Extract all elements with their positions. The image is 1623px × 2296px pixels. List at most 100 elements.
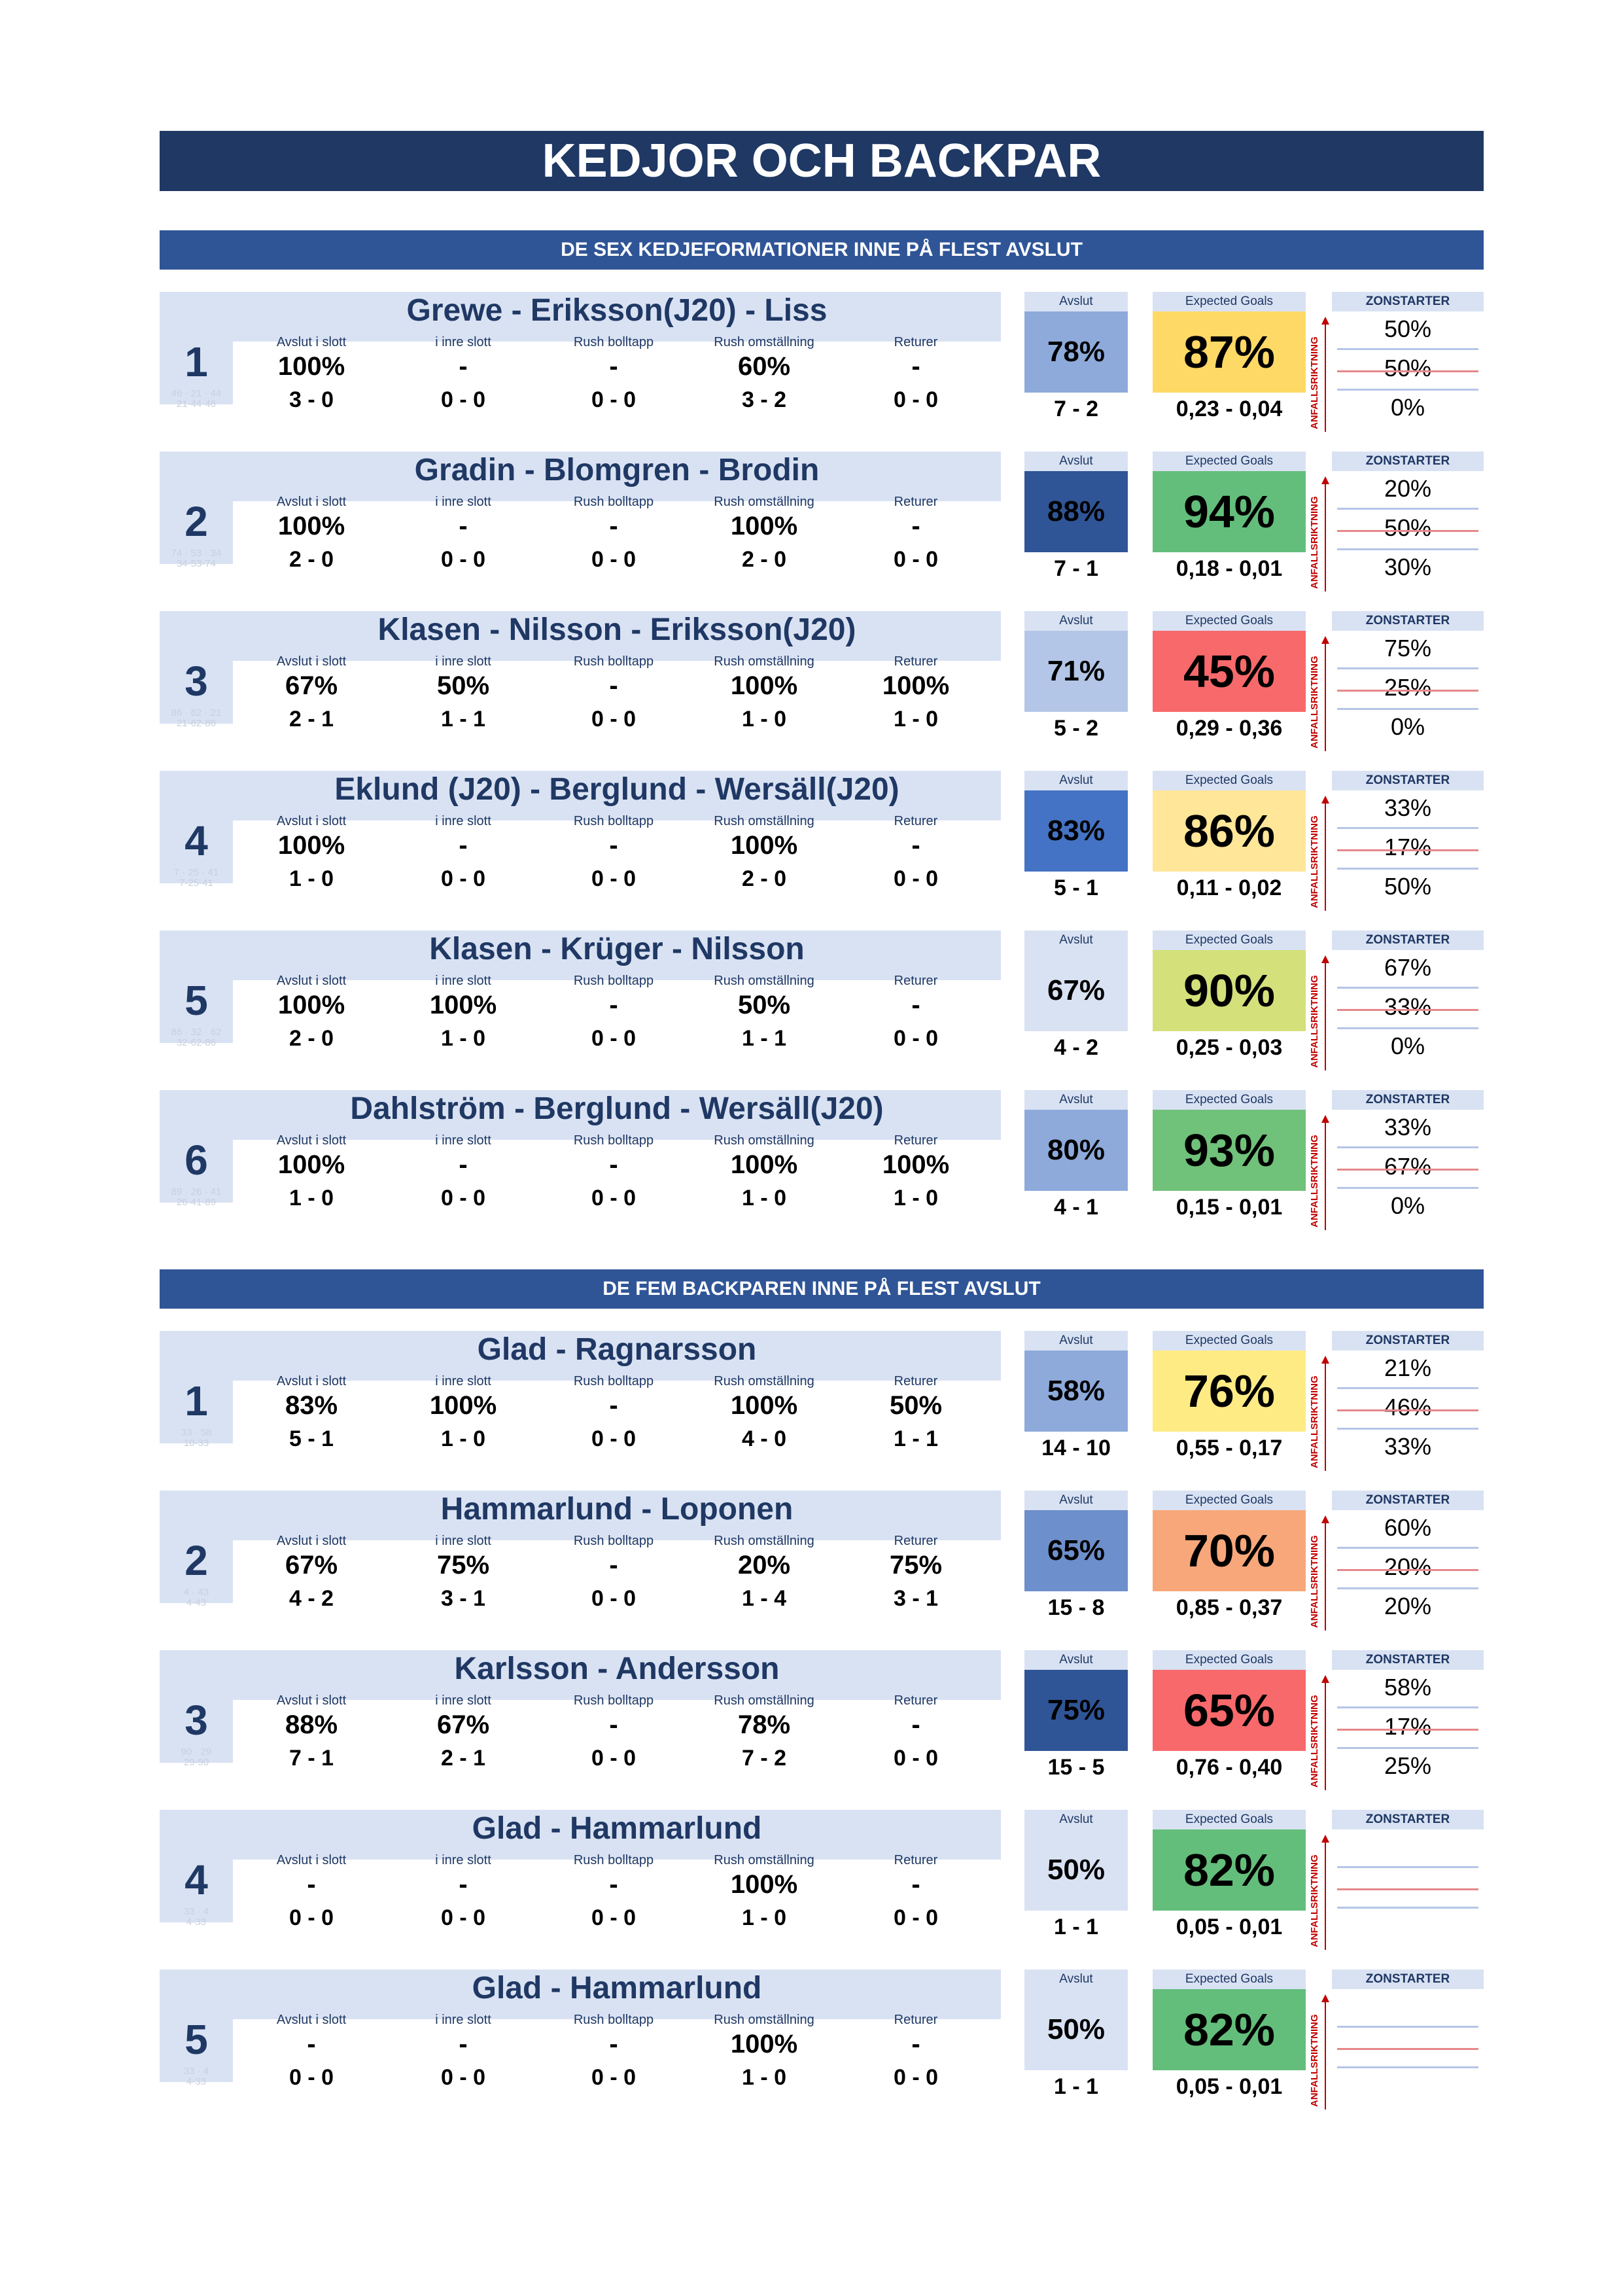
rank-number: 1 bbox=[184, 1377, 208, 1424]
stat-label: Returer bbox=[894, 335, 938, 349]
stat-score: 1 - 0 bbox=[893, 707, 939, 732]
stat-label: Avslut i slott bbox=[276, 1853, 347, 1867]
rank-panel bbox=[160, 451, 233, 564]
jersey-numbers: 86 · 62 · 21 21-62-86 bbox=[171, 707, 222, 729]
zonstarter-label: ZONSTARTER bbox=[1332, 451, 1484, 471]
stat-label: Rush bolltapp bbox=[573, 814, 654, 828]
xg-share-box: 93% bbox=[1153, 1110, 1306, 1191]
stat-percent: 50% bbox=[889, 1391, 943, 1420]
stat-percent: 100% bbox=[882, 1150, 950, 1179]
zone-divider bbox=[1337, 1866, 1478, 1868]
svg-text:ANFALLSRIKTNING: ANFALLSRIKTNING bbox=[1309, 496, 1320, 589]
stat-score: 0 - 0 bbox=[440, 387, 486, 412]
stat-percent: 50% bbox=[436, 671, 490, 700]
xg-label: Expected Goals bbox=[1153, 930, 1306, 950]
stat-score: 4 - 2 bbox=[288, 1586, 334, 1611]
formation-name: Hammarlund - Loponen bbox=[440, 1492, 794, 1527]
stat-score: 3 - 2 bbox=[741, 387, 787, 412]
stat-label: Rush omställning bbox=[714, 814, 814, 828]
zone-divider bbox=[1337, 1187, 1478, 1189]
zone-start-value: 50% bbox=[1384, 315, 1432, 342]
zone-start-value: 33% bbox=[1384, 993, 1432, 1020]
avslut-share-box: 75% bbox=[1024, 1670, 1128, 1751]
xg-score: 0,15 - 0,01 bbox=[1176, 1195, 1283, 1220]
stat-label: Rush omställning bbox=[714, 335, 814, 349]
stat-label: Rush omställning bbox=[714, 974, 814, 988]
stat-percent: - bbox=[609, 1391, 618, 1420]
name-band bbox=[160, 930, 1001, 980]
attack-direction-arrow: ANFALLSRIKTNING bbox=[1306, 1835, 1332, 1951]
stat-label: i inre slott bbox=[435, 335, 491, 349]
xg-label: Expected Goals bbox=[1153, 1331, 1306, 1351]
stat-score: 0 - 0 bbox=[893, 2065, 939, 2090]
zone-divider bbox=[1337, 849, 1478, 851]
stat-label: Returer bbox=[894, 1534, 938, 1548]
avslut-label: Avslut bbox=[1024, 451, 1128, 471]
stat-score: 0 - 0 bbox=[591, 866, 637, 891]
xg-share-box: 87% bbox=[1153, 311, 1306, 393]
attack-direction-arrow: ANFALLSRIKTNING bbox=[1306, 1675, 1332, 1792]
name-band bbox=[160, 611, 1001, 661]
stat-score: 0 - 0 bbox=[893, 866, 939, 891]
avslut-label: Avslut bbox=[1024, 930, 1128, 950]
zone-divider bbox=[1337, 508, 1478, 510]
svg-text:ANFALLSRIKTNING: ANFALLSRIKTNING bbox=[1309, 336, 1320, 429]
stat-score: 1 - 0 bbox=[893, 1186, 939, 1210]
attack-direction-arrow: ANFALLSRIKTNING bbox=[1306, 955, 1332, 1072]
stat-percent: 100% bbox=[730, 1150, 798, 1179]
stat-label: Returer bbox=[894, 974, 938, 988]
rank-number: 1 bbox=[184, 338, 208, 385]
stat-label: Avslut i slott bbox=[276, 1133, 347, 1148]
avslut-score: 15 - 8 bbox=[1047, 1595, 1105, 1620]
avslut-share-box: 67% bbox=[1024, 950, 1128, 1031]
stat-label: Rush bolltapp bbox=[573, 1853, 654, 1867]
name-band bbox=[160, 1090, 1001, 1140]
jersey-numbers: 7 · 25 · 41 7-25-41 bbox=[173, 867, 219, 889]
xg-score: 0,11 - 0,02 bbox=[1176, 875, 1282, 900]
stat-label: Rush bolltapp bbox=[573, 1534, 654, 1548]
attack-direction-arrow: ANFALLSRIKTNING bbox=[1306, 636, 1332, 752]
stat-score: 0 - 0 bbox=[591, 387, 637, 412]
formation-card: 3 90 · 29 29-90 Karlsson - Andersson Avslut … bbox=[160, 1650, 1484, 1790]
avslut-score: 4 - 2 bbox=[1053, 1035, 1099, 1060]
xg-share-box: 70% bbox=[1153, 1510, 1306, 1591]
stat-score: 2 - 0 bbox=[741, 866, 787, 891]
stat-score: 1 - 0 bbox=[440, 1026, 486, 1051]
rank-panel bbox=[160, 611, 233, 724]
xg-score: 0,05 - 0,01 bbox=[1176, 2074, 1283, 2099]
avslut-score: 7 - 1 bbox=[1053, 556, 1099, 581]
formation-card: 5 86 · 32 · 62 32-62-86 Klasen - Krüger - N… bbox=[160, 930, 1484, 1070]
stat-percent: - bbox=[609, 991, 618, 1019]
svg-text:ANFALLSRIKTNING: ANFALLSRIKTNING bbox=[1309, 1375, 1320, 1468]
stat-percent: 100% bbox=[429, 1391, 497, 1420]
avslut-label: Avslut bbox=[1024, 1090, 1128, 1110]
xg-score: 0,05 - 0,01 bbox=[1176, 1915, 1283, 1939]
stat-label: Avslut i slott bbox=[276, 654, 347, 669]
svg-text:ANFALLSRIKTNING: ANFALLSRIKTNING bbox=[1309, 2014, 1320, 2107]
stat-label: Avslut i slott bbox=[276, 1693, 347, 1708]
stat-label: Rush bolltapp bbox=[573, 335, 654, 349]
zone-start-value: 17% bbox=[1384, 834, 1432, 860]
avslut-share-box: 58% bbox=[1024, 1351, 1128, 1432]
section-header: DE FEM BACKPAREN INNE PÅ FLEST AVSLUT bbox=[160, 1269, 1484, 1309]
xg-score: 0,25 - 0,03 bbox=[1176, 1035, 1283, 1060]
xg-label: Expected Goals bbox=[1153, 292, 1306, 311]
stat-score: 7 - 1 bbox=[288, 1746, 334, 1771]
formation-name: Glad - Hammarlund bbox=[472, 1971, 762, 2005]
stat-score: 0 - 0 bbox=[591, 1746, 637, 1771]
xg-score: 0,18 - 0,01 bbox=[1176, 556, 1283, 581]
stat-percent: - bbox=[307, 1870, 316, 1899]
zone-start-value: 75% bbox=[1384, 635, 1432, 662]
zone-start-value: 25% bbox=[1384, 1752, 1432, 1779]
stat-percent: - bbox=[911, 991, 920, 1019]
formation-card: 2 74 · 53 · 34 34-53-74 Gradin - Blomgren -… bbox=[160, 451, 1484, 592]
stat-percent: 20% bbox=[737, 1551, 791, 1580]
stat-score: 1 - 1 bbox=[440, 707, 486, 732]
name-band bbox=[160, 1331, 1001, 1381]
rank-number: 5 bbox=[184, 2016, 208, 2063]
formation-name: Glad - Hammarlund bbox=[472, 1811, 762, 1846]
avslut-score: 5 - 1 bbox=[1053, 875, 1099, 900]
xg-score: 0,76 - 0,40 bbox=[1176, 1755, 1283, 1780]
avslut-share-box: 88% bbox=[1024, 471, 1128, 552]
zone-start-value: 46% bbox=[1384, 1394, 1432, 1421]
